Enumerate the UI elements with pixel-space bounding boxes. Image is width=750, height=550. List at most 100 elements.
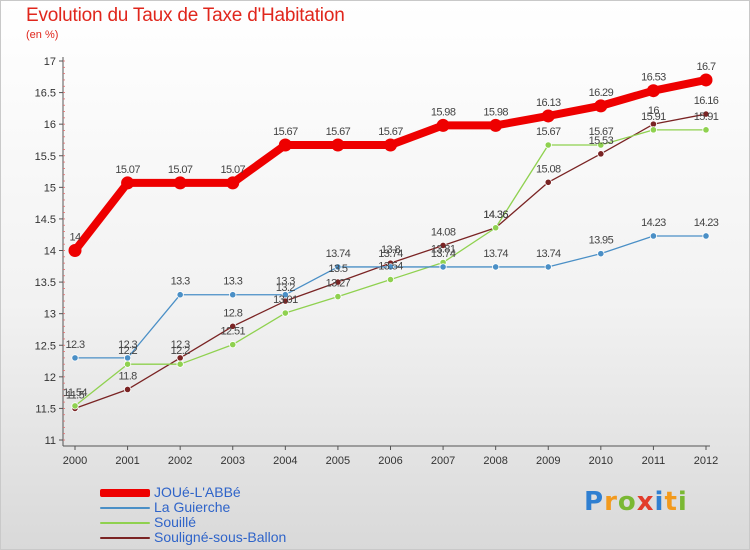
data-point-3-7 [439,241,447,250]
data-point-1-4 [281,291,289,299]
data-label-1-12: 14.23 [694,217,719,229]
x-tick-label: 2001 [115,455,139,467]
y-tick-label: 11 [45,435,56,447]
x-tick-label: 2010 [589,455,613,467]
data-point-2-12 [702,126,710,134]
data-label-2-8: 14.36 [483,209,508,221]
data-point-0-11 [646,84,660,98]
x-tick-label: 2003 [221,455,245,467]
data-label-2-6: 13.54 [378,261,403,273]
data-label-3-9: 15.08 [536,163,561,175]
y-tick-label: 12 [44,372,56,384]
data-point-3-9 [544,178,552,186]
logo-letter: r [604,487,618,517]
data-label-3-11: 16 [648,105,660,117]
data-label-2-1: 12.2 [118,345,137,357]
data-point-2-2 [176,360,184,368]
y-tick-label: 13.5 [35,277,56,289]
legend-item: Souligné-sous-Ballon [100,529,360,545]
data-label-0-8: 15.98 [483,106,508,118]
y-tick-label: 14 [44,246,56,258]
y-tick-label: 12.5 [35,340,56,352]
data-point-2-4 [281,309,289,317]
data-point-0-1 [121,176,135,190]
data-label-0-7: 15.98 [431,106,456,118]
data-label-1-11: 14.23 [641,217,666,229]
data-label-0-1: 15.07 [115,164,140,176]
legend-swatch [100,537,150,539]
x-tick-label: 2011 [642,455,666,467]
data-point-0-7 [436,118,450,132]
data-point-3-3 [229,322,237,330]
y-tick-label: 13 [44,309,56,321]
data-label-0-2: 15.07 [168,164,193,176]
x-tick-label: 2002 [168,455,192,467]
y-tick-label: 15 [44,182,56,194]
data-point-0-10 [594,99,608,113]
data-label-1-4: 13.3 [276,276,295,288]
data-point-0-9 [541,109,555,123]
data-point-2-8 [492,224,500,232]
data-label-2-10: 15.67 [589,126,614,138]
data-point-1-1 [123,354,132,362]
data-label-0-11: 16.53 [641,72,666,84]
data-point-0-0 [68,244,82,257]
legend-label: La Guierche [154,499,231,515]
logo-letter: x [636,487,655,517]
data-point-0-2 [173,176,187,190]
legend-item: Souillé [100,514,360,530]
y-tick-label: 15.5 [35,151,56,163]
data-point-2-9 [544,141,552,149]
logo-letter: P [584,487,605,517]
data-label-2-4: 13.01 [273,294,298,306]
data-label-3-4: 13.2 [276,282,295,294]
chart-legend: JOUé-L'ABBé La Guierche Souillé Souligné-so… [100,484,360,545]
legend-item: JOUé-L'ABBé [100,484,360,500]
data-label-2-5: 13.27 [326,278,351,290]
legend-swatch [100,522,150,524]
data-point-0-4 [278,138,292,152]
data-label-0-3: 15.07 [220,164,245,176]
y-tick-label: 17 [44,56,56,68]
data-label-1-2: 13.3 [171,276,190,288]
data-label-1-3: 13.3 [223,276,242,288]
data-point-2-10 [597,141,605,149]
data-label-2-7: 13.81 [431,244,456,256]
logo-letter: t [664,487,678,517]
data-label-1-1: 12.3 [118,339,137,351]
data-point-1-5 [334,263,342,271]
data-label-0-4: 15.67 [273,126,298,138]
data-label-3-3: 12.8 [223,307,242,319]
data-point-1-7 [439,263,447,271]
data-point-2-11 [649,126,658,134]
x-tick-label: 2012 [694,455,718,467]
y-tick-label: 16 [44,119,56,131]
data-point-1-3 [229,291,237,299]
data-point-3-12 [702,110,710,118]
data-label-1-10: 13.95 [589,235,614,247]
data-point-0-8 [489,118,503,132]
data-label-3-8: 14.36 [483,209,508,221]
data-label-3-6: 13.8 [381,244,400,256]
data-label-1-8: 13.74 [483,248,508,260]
x-tick-label: 2004 [273,455,297,467]
data-label-2-3: 12.51 [220,326,245,338]
x-tick-label: 2006 [378,455,402,467]
data-label-0-9: 16.13 [536,97,561,109]
data-label-0-0: 14 [69,232,81,244]
x-tick-label: 2005 [326,455,350,467]
legend-swatch [100,489,150,497]
data-point-2-5 [334,293,342,301]
data-point-3-10 [597,150,605,158]
data-label-3-0: 11.5 [66,389,85,401]
data-point-0-3 [226,176,240,190]
data-label-1-6: 13.74 [378,248,403,260]
x-tick-label: 2008 [483,455,507,467]
legend-item: La Guierche [100,499,360,515]
data-label-2-12: 15.91 [694,111,719,123]
x-tick-label: 2009 [536,455,560,467]
data-label-2-11: 15.91 [641,111,666,123]
data-label-3-1: 11.8 [118,370,137,382]
x-tick-label: 2007 [431,455,455,467]
